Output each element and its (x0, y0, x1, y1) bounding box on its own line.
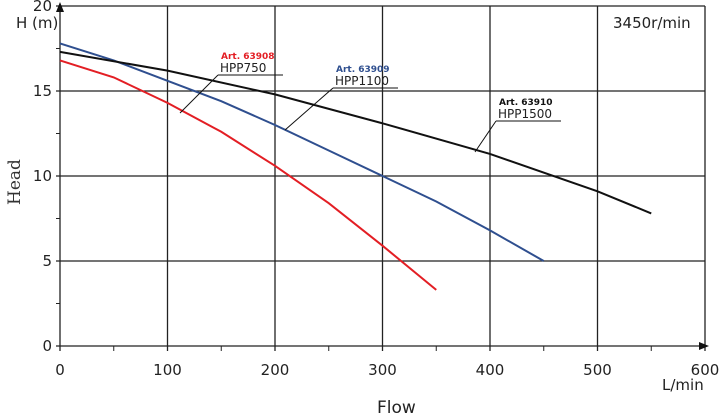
x-tick-label: 300 (368, 361, 397, 379)
curve-HPP1100 (59, 42, 545, 262)
x-tick-label: 100 (153, 361, 182, 379)
y-axis-arrow (56, 2, 64, 12)
x-tick-label: 500 (583, 361, 612, 379)
series-name-label: HPP1500 (498, 107, 552, 121)
y-tick-label: 10 (33, 167, 52, 185)
leader-line (179, 74, 219, 114)
series-name-label: HPP1100 (335, 74, 389, 88)
x-tick-label: 0 (55, 361, 65, 379)
y-tick-label: 5 (42, 252, 52, 270)
series-art-label: Art. 63908 (221, 52, 275, 62)
y-tick-label: 20 (33, 0, 52, 15)
series-art-label: Art. 63910 (499, 98, 553, 108)
x-tick-label: 200 (261, 361, 290, 379)
leader-line (474, 120, 497, 153)
y-tick-label: 0 (42, 337, 52, 355)
x-tick-label: 400 (476, 361, 505, 379)
y-axis-label: Head (5, 159, 25, 205)
curve-HPP1500 (59, 50, 652, 215)
curve-HPP750 (59, 59, 437, 291)
series-art-label: Art. 63909 (336, 65, 390, 75)
x-tick-label: 600 (691, 361, 720, 379)
x-axis-label: Flow (377, 398, 416, 418)
x-unit: L/min (662, 376, 704, 394)
y-unit: H (m) (16, 14, 58, 32)
series-name-label: HPP750 (220, 61, 266, 75)
speed-annotation: 3450r/min (613, 14, 691, 32)
y-tick-label: 15 (33, 82, 52, 100)
leader-line (284, 87, 334, 131)
x-axis-arrow (699, 342, 709, 350)
